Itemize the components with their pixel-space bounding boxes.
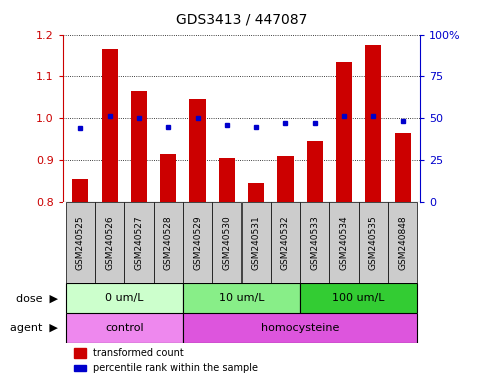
Bar bbox=[183, 283, 300, 313]
Bar bbox=[66, 202, 95, 283]
Text: dose  ▶: dose ▶ bbox=[16, 293, 58, 303]
Text: 10 um/L: 10 um/L bbox=[219, 293, 264, 303]
Bar bbox=[300, 202, 329, 283]
Text: GSM240848: GSM240848 bbox=[398, 215, 407, 270]
Text: percentile rank within the sample: percentile rank within the sample bbox=[93, 364, 258, 374]
Bar bbox=[183, 313, 417, 343]
Text: GSM240527: GSM240527 bbox=[134, 215, 143, 270]
Text: transformed count: transformed count bbox=[93, 348, 184, 358]
Bar bbox=[248, 183, 264, 384]
Text: GSM240534: GSM240534 bbox=[340, 215, 349, 270]
Bar bbox=[300, 283, 417, 313]
Bar bbox=[66, 313, 183, 343]
Text: homocysteine: homocysteine bbox=[261, 323, 339, 333]
Text: GSM240533: GSM240533 bbox=[310, 215, 319, 270]
Text: GSM240532: GSM240532 bbox=[281, 215, 290, 270]
Text: GSM240529: GSM240529 bbox=[193, 215, 202, 270]
Text: GSM240525: GSM240525 bbox=[76, 215, 85, 270]
Bar bbox=[359, 202, 388, 283]
Bar bbox=[277, 156, 294, 384]
Bar bbox=[183, 202, 212, 283]
Bar bbox=[73, 366, 86, 371]
Bar bbox=[101, 49, 118, 384]
Bar bbox=[160, 154, 176, 384]
Bar bbox=[212, 202, 242, 283]
Bar bbox=[388, 202, 417, 283]
Bar bbox=[219, 158, 235, 384]
Bar bbox=[307, 141, 323, 384]
Bar bbox=[95, 202, 124, 283]
Bar bbox=[336, 62, 352, 384]
Text: GSM240531: GSM240531 bbox=[252, 215, 261, 270]
Bar bbox=[66, 283, 183, 313]
Text: GSM240535: GSM240535 bbox=[369, 215, 378, 270]
Bar bbox=[242, 202, 271, 283]
Text: GSM240526: GSM240526 bbox=[105, 215, 114, 270]
Text: 100 um/L: 100 um/L bbox=[332, 293, 385, 303]
Bar bbox=[329, 202, 359, 283]
Bar bbox=[73, 348, 86, 358]
Bar bbox=[72, 179, 88, 384]
Text: GSM240528: GSM240528 bbox=[164, 215, 173, 270]
Text: agent  ▶: agent ▶ bbox=[10, 323, 58, 333]
Bar bbox=[124, 202, 154, 283]
Text: GDS3413 / 447087: GDS3413 / 447087 bbox=[176, 13, 307, 27]
Bar bbox=[271, 202, 300, 283]
Text: 0 um/L: 0 um/L bbox=[105, 293, 143, 303]
Bar bbox=[131, 91, 147, 384]
Text: GSM240530: GSM240530 bbox=[222, 215, 231, 270]
Bar bbox=[365, 45, 382, 384]
Bar bbox=[154, 202, 183, 283]
Bar bbox=[395, 133, 411, 384]
Text: control: control bbox=[105, 323, 143, 333]
Bar bbox=[189, 99, 206, 384]
